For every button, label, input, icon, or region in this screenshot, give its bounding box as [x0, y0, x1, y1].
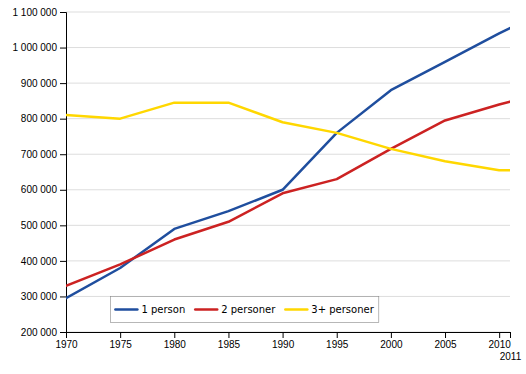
x-tick: 1990	[272, 332, 295, 350]
series-line	[66, 28, 510, 298]
y-tick: 1 000 000	[13, 42, 67, 53]
y-tick: 700 000	[21, 149, 66, 160]
x-tick-mark	[499, 332, 500, 338]
legend-frame	[110, 296, 378, 322]
y-tick-label: 900 000	[21, 78, 58, 89]
x-tick-label: 2000	[380, 339, 403, 350]
y-tick-mark	[60, 261, 66, 262]
x-tick-label: 2010	[489, 339, 512, 350]
x-tick-mark	[337, 332, 338, 338]
y-tick: 400 000	[21, 256, 66, 267]
x-tick: 2010	[489, 332, 512, 350]
x-tick-mark	[66, 332, 67, 338]
y-tick: 900 000	[21, 78, 66, 89]
y-axis-line	[60, 13, 67, 333]
x-tick-mark	[510, 332, 511, 338]
grid-line	[66, 118, 510, 119]
grid-line	[66, 12, 510, 13]
y-tick: 300 000	[21, 291, 66, 302]
grid-line	[66, 225, 510, 226]
legend-swatch	[195, 308, 217, 311]
x-tick-label: 1970	[55, 339, 78, 350]
x-tick: 1975	[110, 332, 133, 350]
lines	[66, 28, 510, 298]
x-tick-mark	[174, 332, 175, 338]
series-line	[66, 102, 510, 286]
y-tick-mark	[60, 154, 66, 155]
y-tick: 800 000	[21, 113, 66, 124]
y-tick-mark	[60, 296, 66, 297]
legend-swatch	[285, 308, 307, 311]
series-line	[66, 103, 510, 171]
grid	[66, 12, 510, 332]
grid-line	[66, 83, 510, 84]
legend: 1 person 2 personer 3+ personer	[110, 296, 378, 322]
y-tick-mark	[60, 83, 66, 84]
x-tick-mark	[120, 332, 121, 338]
x-tick-label: 1975	[110, 339, 133, 350]
x-tick-mark	[228, 332, 229, 338]
x-tick: 1995	[326, 332, 349, 350]
x-tick-label: 1990	[272, 339, 295, 350]
y-tick-label: 500 000	[21, 220, 58, 231]
y-tick-label: 1 000 000	[13, 42, 58, 53]
y-tick: 1 100 000	[13, 7, 67, 18]
grid-line	[66, 47, 510, 48]
y-tick: 200 000	[21, 327, 66, 338]
y-tick-mark	[60, 190, 66, 191]
legend-swatch	[115, 308, 137, 311]
y-tick-mark	[60, 225, 66, 226]
y-tick-mark	[60, 332, 66, 333]
x-tick-mark	[391, 332, 392, 338]
legend-label: 3+ personer	[311, 304, 374, 315]
legend-label: 2 personer	[221, 304, 276, 315]
x-tick-label: 1980	[164, 339, 187, 350]
x-tick-mark	[445, 332, 446, 338]
y-tick-label: 800 000	[21, 113, 58, 124]
y-tick: 500 000	[21, 220, 66, 231]
y-tick-mark	[60, 12, 66, 13]
y-tick-label: 700 000	[21, 149, 58, 160]
x-tick: 2011	[500, 332, 522, 362]
x-tick: 2005	[434, 332, 457, 350]
y-tick-label: 600 000	[21, 184, 58, 195]
chart: 200 000 300 000 400 000 500 000 600 000 700 0…	[0, 0, 526, 374]
x-tick-label: 1995	[326, 339, 349, 350]
y-tick: 600 000	[21, 184, 66, 195]
x-tick-label: 2005	[434, 339, 457, 350]
plot: 200 000 300 000 400 000 500 000 600 000 700 0…	[13, 7, 522, 362]
grid-line	[66, 189, 510, 190]
y-tick-label: 1 100 000	[13, 7, 58, 18]
x-tick: 1970	[55, 332, 78, 350]
y-axis: 200 000 300 000 400 000 500 000 600 000 700 0…	[13, 7, 67, 338]
y-tick-mark	[60, 48, 66, 49]
y-tick-label: 200 000	[21, 327, 58, 338]
y-tick-label: 300 000	[21, 291, 58, 302]
x-tick-label: 2011	[500, 351, 522, 362]
x-tick: 1985	[218, 332, 241, 350]
x-axis: 1970 1975 1980 1985 1990 1995 2000 2005 20102011	[55, 332, 521, 362]
x-tick: 1980	[164, 332, 187, 350]
x-axis-line	[67, 333, 511, 339]
y-tick-label: 400 000	[21, 256, 58, 267]
legend-label: 1 person	[141, 304, 185, 315]
y-tick-mark	[60, 119, 66, 120]
x-tick-label: 1985	[218, 339, 241, 350]
grid-line	[66, 154, 510, 155]
x-tick: 2000	[380, 332, 403, 350]
x-tick-mark	[283, 332, 284, 338]
